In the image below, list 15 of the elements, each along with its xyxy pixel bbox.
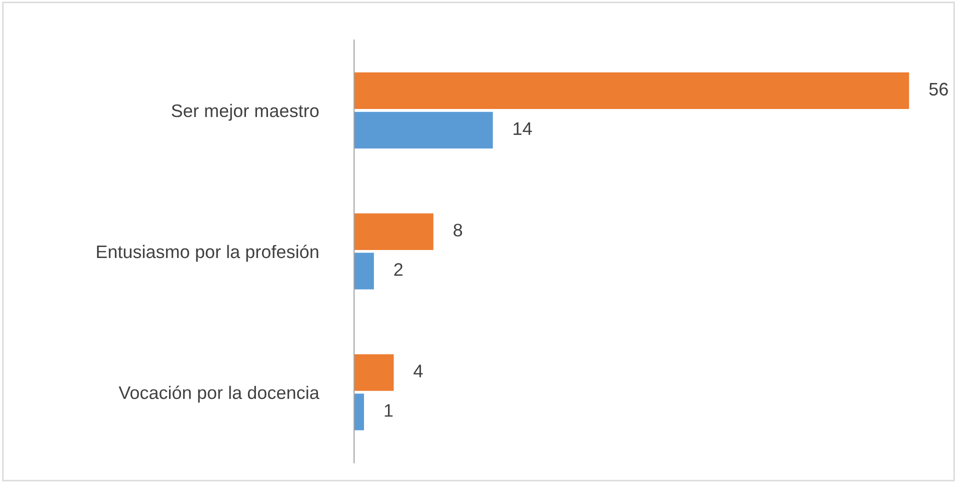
y-tick-label: Vocación por la docencia <box>118 386 320 403</box>
y-tick-label: Entusiasmo por la profesión <box>97 244 318 262</box>
bar <box>354 112 493 149</box>
bar <box>354 252 374 290</box>
bar <box>354 213 434 250</box>
bar <box>354 354 394 391</box>
data-label: 2 <box>394 263 402 276</box>
data-label: 14 <box>514 122 532 135</box>
data-label: 56 <box>929 82 948 96</box>
data-label: 1 <box>384 404 393 417</box>
y-tick-label: Ser mejor maestro <box>172 104 319 121</box>
data-label: 8 <box>454 224 462 236</box>
bar <box>354 394 364 430</box>
bar <box>354 72 910 110</box>
data-label: 4 <box>414 364 423 378</box>
